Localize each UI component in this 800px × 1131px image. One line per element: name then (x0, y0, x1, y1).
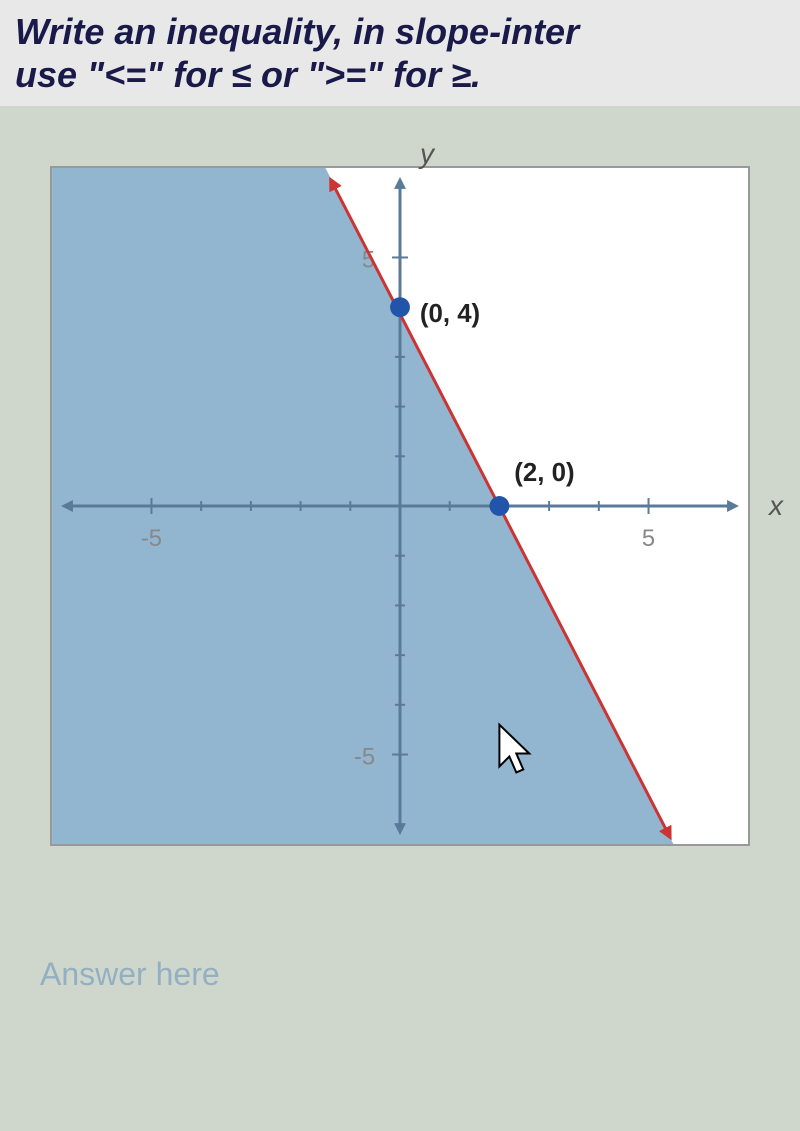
point-2-0-label: (2, 0) (514, 460, 574, 488)
x-tick-neg5: -5 (141, 525, 162, 552)
chart-svg: -5 5 -5 5 (0, 4) (2, 0) (52, 168, 748, 844)
question-text: Write an inequality, in slope-inter use … (0, 0, 800, 106)
question-line2: use "<=" for ≤ or ">=" for ≥. (15, 53, 785, 96)
question-line1: Write an inequality, in slope-inter (15, 10, 785, 53)
point-0-4 (390, 298, 410, 318)
answer-input-placeholder[interactable]: Answer here (0, 956, 800, 993)
y-tick-neg5: -5 (354, 744, 375, 771)
point-0-4-label: (0, 4) (420, 300, 480, 328)
x-tick-5: 5 (642, 525, 655, 552)
y-axis-label: y (420, 138, 434, 170)
x-axis-label: x (769, 490, 783, 522)
point-2-0 (489, 496, 509, 516)
inequality-graph: y x (50, 166, 750, 846)
